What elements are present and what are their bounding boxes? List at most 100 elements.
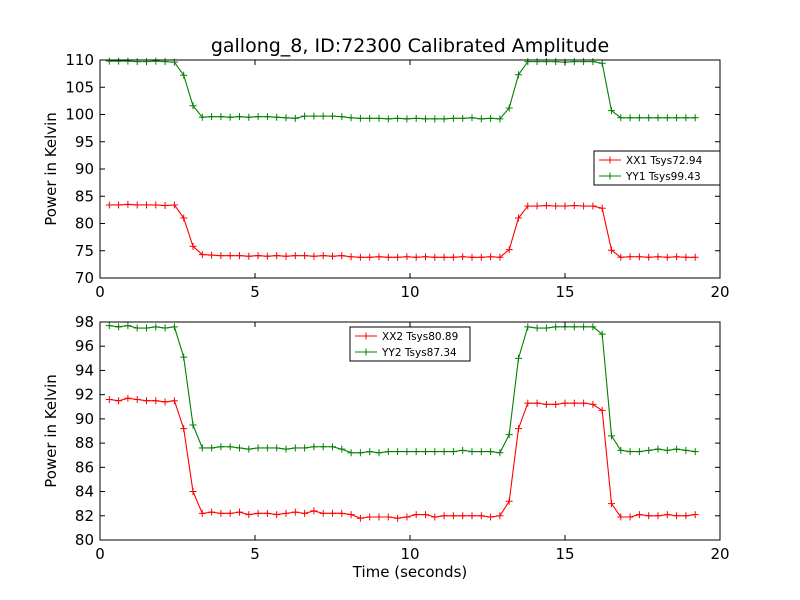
data-point: [226, 443, 234, 451]
data-point: [477, 253, 485, 261]
data-point: [459, 446, 467, 454]
data-point: [691, 511, 699, 519]
data-point: [515, 214, 522, 222]
data-point: [422, 448, 429, 456]
data-point: [617, 114, 625, 122]
data-point: [384, 253, 392, 261]
data-point: [505, 104, 513, 112]
data-point: [468, 512, 476, 520]
y-tick-label: 88: [75, 434, 94, 452]
data-point: [375, 114, 383, 122]
data-point: [338, 113, 346, 121]
data-point: [356, 449, 364, 457]
data-point: [291, 114, 299, 122]
data-point: [198, 509, 206, 517]
data-point: [115, 57, 123, 65]
data-point: [310, 507, 318, 515]
data-point: [198, 444, 206, 452]
data-point: [329, 112, 336, 120]
data-point: [598, 330, 606, 338]
data-point: [561, 399, 569, 407]
data-point: [477, 115, 485, 123]
data-point: [580, 202, 588, 210]
legend-label: XX2 Tsys80.89: [382, 331, 458, 343]
data-point: [338, 509, 346, 517]
data-point: [189, 488, 197, 496]
data-point: [635, 114, 643, 122]
data-point: [412, 253, 420, 261]
data-point: [273, 511, 281, 519]
y-tick-label: 96: [75, 337, 94, 355]
data-point: [682, 512, 690, 520]
data-point: [598, 204, 606, 212]
data-point: [608, 500, 615, 508]
data-point: [115, 323, 123, 331]
data-point: [263, 509, 271, 517]
data-point: [663, 446, 671, 454]
data-point: [236, 444, 243, 452]
data-point: [198, 251, 206, 259]
data-point: [449, 114, 457, 122]
data-point: [524, 399, 532, 407]
x-tick-label: 0: [95, 283, 105, 301]
data-point: [161, 202, 169, 210]
data-point: [338, 252, 346, 260]
data-point: [384, 115, 392, 123]
data-point: [189, 421, 197, 429]
data-point: [533, 58, 541, 66]
data-point: [552, 400, 560, 408]
legend: XX1 Tsys72.94 YY1 Tsys99.43: [593, 150, 721, 186]
data-point: [301, 509, 309, 517]
data-point: [663, 253, 671, 261]
data-point: [143, 58, 150, 66]
x-tick-label: 20: [710, 545, 729, 563]
data-point: [356, 114, 364, 122]
data-point: [143, 201, 150, 209]
data-point: [496, 512, 504, 520]
data-point: [133, 58, 141, 66]
data-point: [682, 253, 690, 261]
x-axis-label: Time (seconds): [352, 563, 468, 581]
data-point: [208, 444, 216, 452]
data-point: [115, 201, 123, 209]
data-point: [217, 443, 225, 451]
data-point: [552, 323, 560, 331]
data-point: [608, 107, 615, 115]
data-point: [635, 511, 643, 519]
data-point: [412, 448, 420, 456]
data-point: [189, 102, 197, 110]
data-point: [580, 58, 588, 66]
data-point: [394, 253, 402, 261]
data-point: [645, 512, 653, 520]
data-point: [617, 253, 625, 261]
data-point: [208, 508, 216, 516]
data-point: [319, 509, 327, 517]
data-point: [254, 509, 262, 517]
data-point: [477, 512, 485, 520]
y-tick-label: 94: [75, 361, 94, 379]
data-point: [161, 398, 169, 406]
data-point: [515, 71, 522, 79]
data-point: [133, 324, 141, 332]
data-point: [143, 397, 150, 405]
data-point: [310, 443, 318, 451]
legend-box: [349, 326, 471, 362]
data-point: [254, 113, 262, 121]
data-point: [533, 399, 541, 407]
data-point: [449, 448, 457, 456]
data-point: [291, 508, 299, 516]
x-tick-label: 10: [400, 283, 419, 301]
data-point: [570, 323, 578, 331]
data-point: [291, 444, 299, 452]
data-point: [152, 323, 160, 331]
data-point: [422, 115, 429, 123]
data-point: [245, 511, 253, 519]
data-point: [440, 448, 448, 456]
data-point: [226, 509, 234, 517]
data-point: [673, 114, 681, 122]
data-point: [310, 112, 318, 120]
y-tick-label: 84: [75, 483, 94, 501]
data-point: [412, 511, 420, 519]
data-point: [422, 511, 429, 519]
data-point: [645, 114, 653, 122]
